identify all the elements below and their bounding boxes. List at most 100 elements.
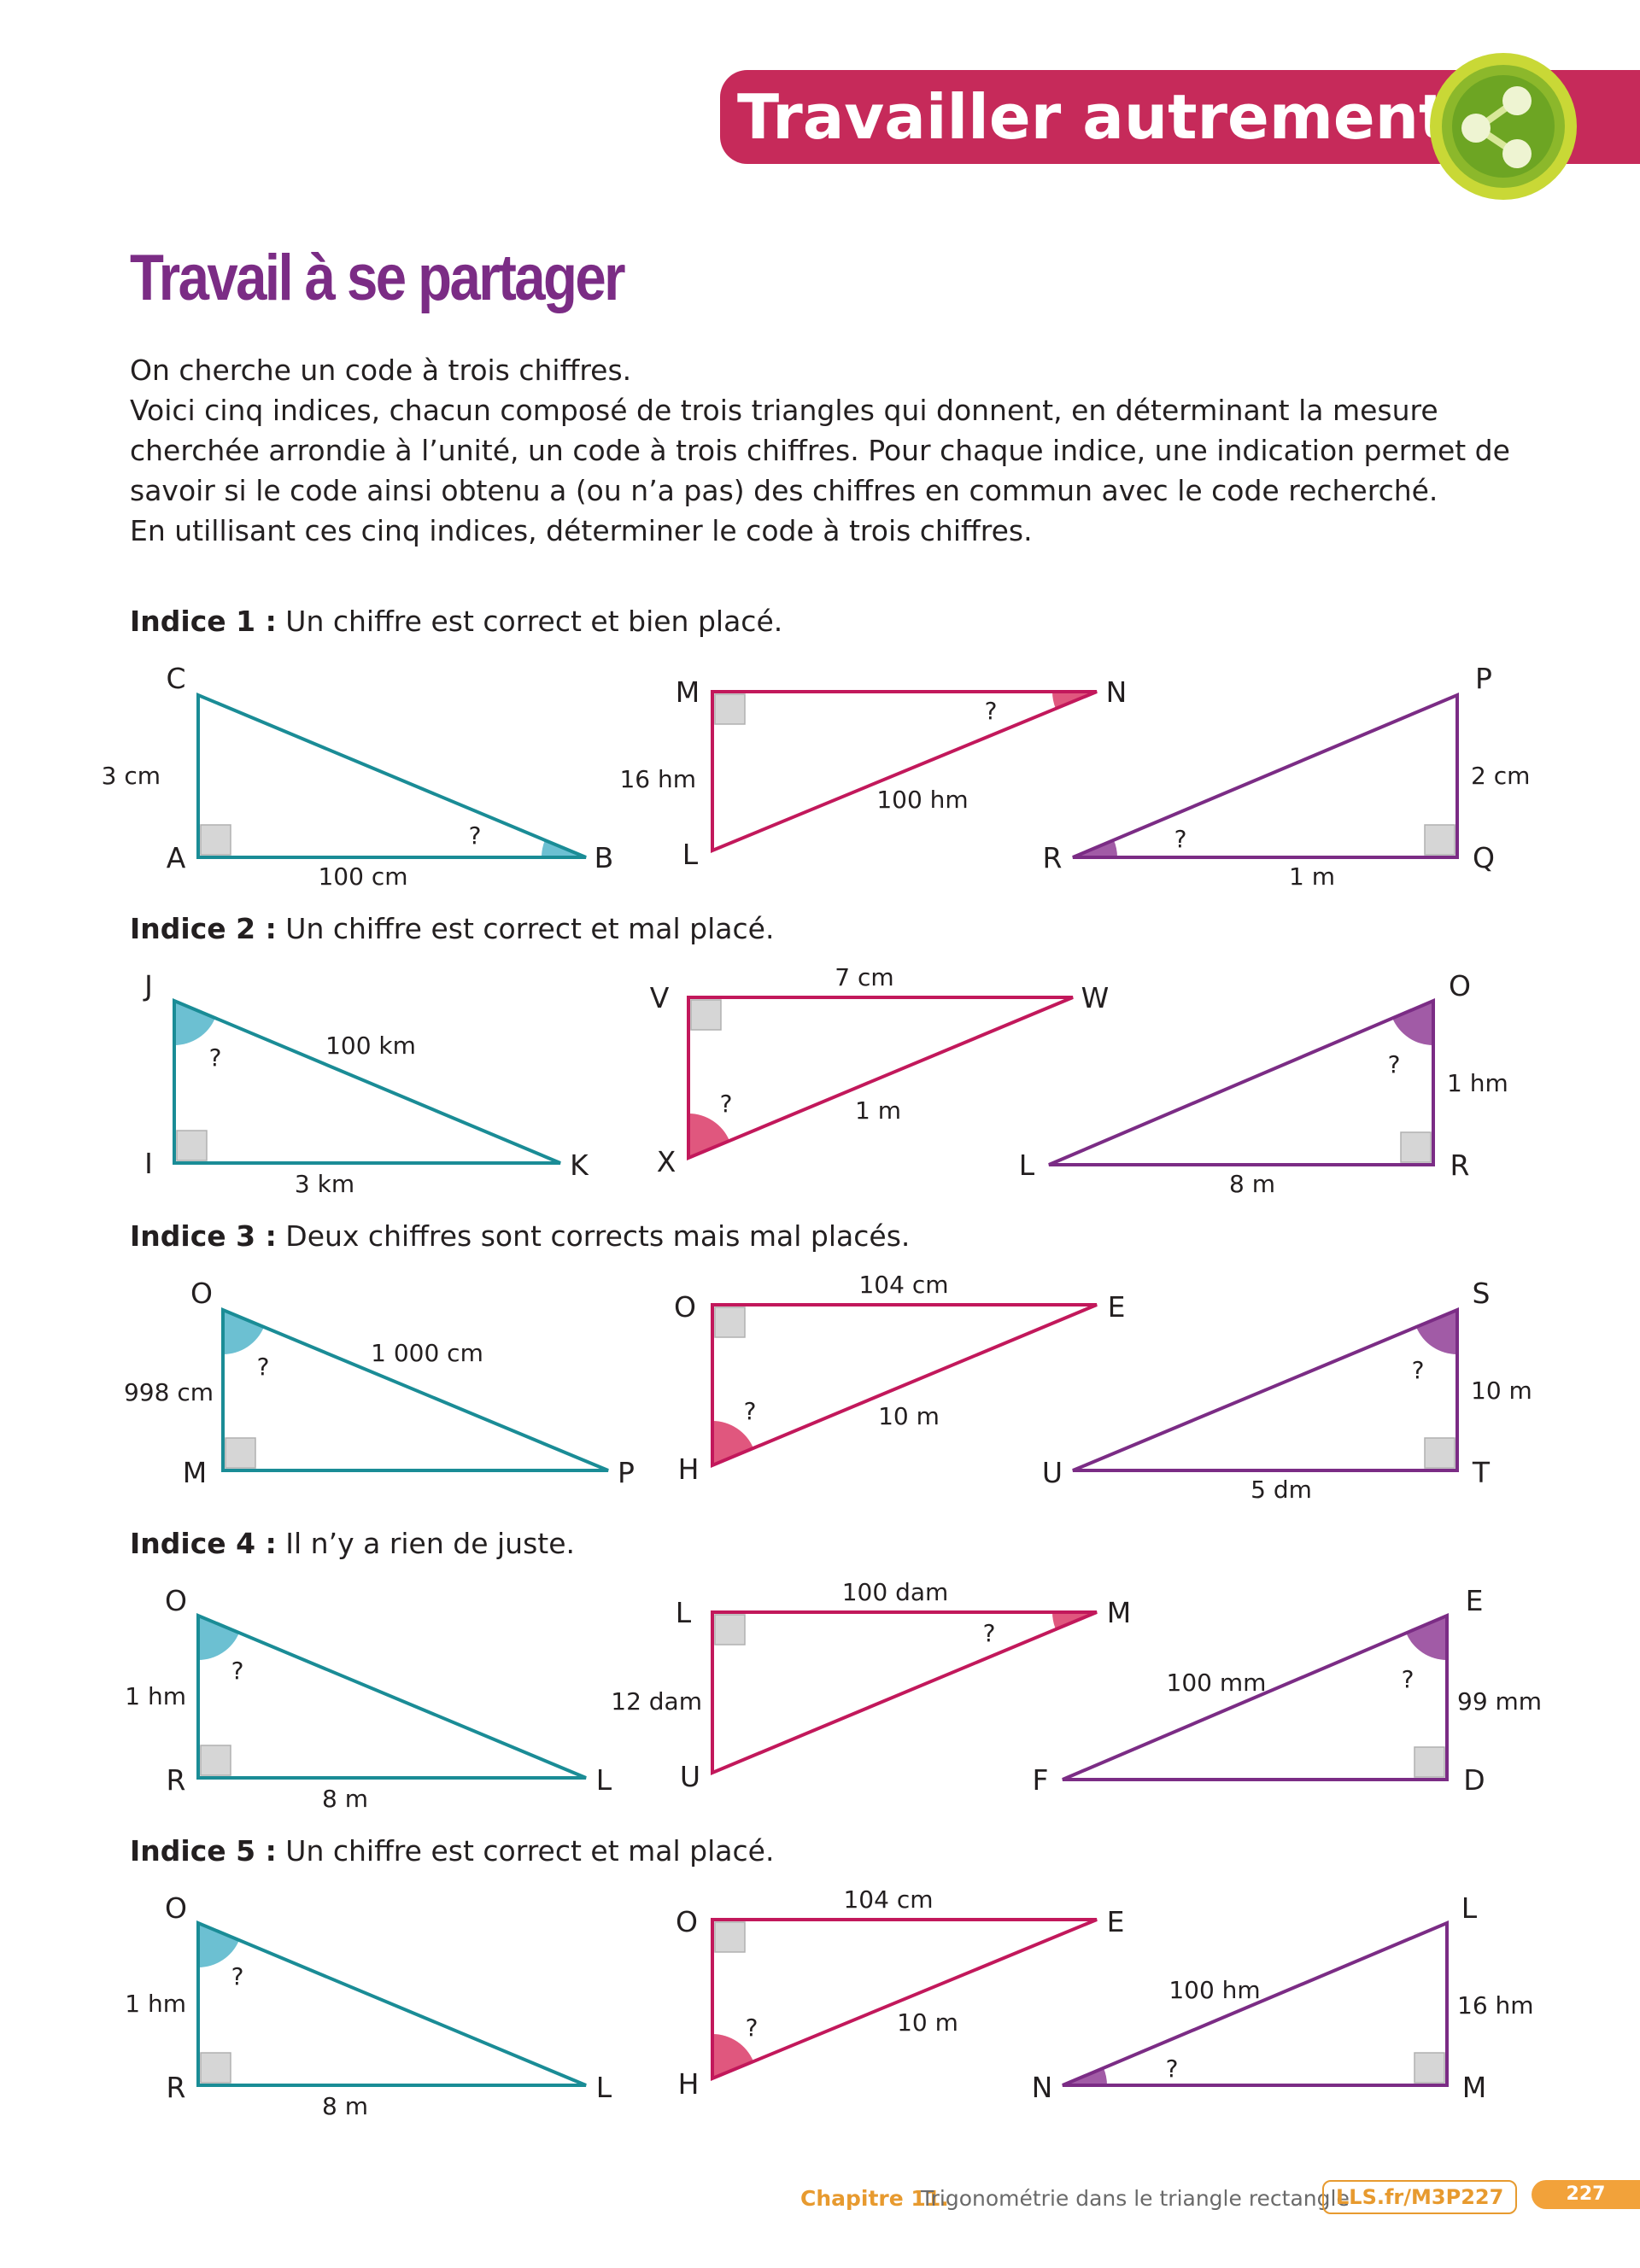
clue-5-triangle-2-measure-label: 104 cm [843, 1885, 933, 1914]
clue-5-triangle-1-unknown-angle: ? [231, 1962, 244, 1990]
clue-4-triangle-1-measure-label: 1 hm [125, 1682, 186, 1710]
clue-3-triangle-2-right-angle-marker [714, 1306, 746, 1338]
clue-4-triangle-1-outline [196, 1612, 587, 1780]
clue-5-triangle-2-angle-marker [712, 2034, 754, 2078]
clue-3-triangle-1-angle-marker [223, 1310, 264, 1354]
clue-2-triangle-1-angle-marker [174, 1001, 215, 1045]
clue-1-triangle-3-vertex-label: R [1043, 841, 1063, 874]
banner-title: Travailler autrement [737, 81, 1449, 153]
clue-5-triangle-1-vertex-label: R [167, 2071, 186, 2104]
clue-4-triangle-2-vertex-label: L [676, 1596, 692, 1629]
clue-2-triangle-2-vertex-label: X [657, 1145, 676, 1178]
page-number: 227 [1532, 2180, 1640, 2209]
clue-3-triangle-3-angle-marker [1416, 1310, 1457, 1354]
clue-2-triangle-1-vertex-label: K [570, 1149, 589, 1182]
clue-2-triangle-1-outline [173, 997, 561, 1165]
clue-1-triangle-3-right-angle-marker [1424, 824, 1456, 856]
clue-4-triangle-3-vertex-label: D [1463, 1763, 1485, 1797]
clue-1-triangle-3-measure-label: 1 m [1289, 862, 1335, 891]
clue-5-triangle-3-outline [1062, 1920, 1449, 2087]
clue-3-triangle-1-vertex-label: P [618, 1456, 635, 1489]
clue-2-triangle-1-right-angle-marker [176, 1130, 208, 1161]
clue-2-triangle-1-measure-label: 3 km [295, 1170, 354, 1198]
clue-3-triangle-1-measure-label: 1 000 cm [371, 1339, 483, 1367]
clue-3-label: Indice 3 : [130, 1219, 277, 1253]
clue-4-triangle-3-unknown-angle: ? [1402, 1665, 1414, 1693]
clue-2-triangle-2-measure-label: 1 m [855, 1096, 901, 1125]
clue-1-triangle-3-unknown-angle: ? [1174, 825, 1187, 853]
clue-2-triangle-2-right-angle-marker [690, 999, 722, 1031]
clue-2-triangle-3-measure-label: 1 hm [1447, 1069, 1508, 1097]
clue-3-triangle-2-unknown-angle: ? [744, 1397, 757, 1425]
clue-5-triangle-3-measure-label: 100 hm [1168, 1976, 1260, 2004]
clue-3-triangle-2-measure-label: 10 m [878, 1402, 940, 1430]
clue-4-triangle-2-measure-label: 100 dam [842, 1578, 949, 1606]
clue-3-triangle-3-vertex-label: S [1473, 1277, 1491, 1310]
clue-5-triangle-1-outline [196, 1920, 587, 2087]
clue-3-triangle-3-vertex-label: U [1042, 1456, 1063, 1489]
clue-4-triangle-3-measure-label: 100 mm [1167, 1669, 1267, 1697]
clue-5-triangle-1-vertex-label: O [165, 1891, 187, 1925]
clue-4-label: Indice 4 : [130, 1527, 277, 1560]
clue-3-triangle-1-vertex-label: O [190, 1277, 213, 1310]
clue-1-triangle-3-vertex-label: Q [1473, 841, 1495, 874]
clue-4-text: Il n’y a rien de juste. [276, 1527, 576, 1560]
section-title: Travail à se partager [130, 242, 626, 314]
clue-2-triangle-1-unknown-angle: ? [209, 1043, 222, 1072]
footer-link[interactable]: LLS.fr/M3P227 [1322, 2180, 1518, 2214]
clue-3-triangle-1-right-angle-marker [225, 1437, 256, 1469]
clue-2-triangle-3-measure-label: 8 m [1229, 1170, 1275, 1198]
clue-2-triangle-3-angle-marker [1392, 1001, 1433, 1045]
clue-5-triangle-3-right-angle-marker [1414, 2052, 1445, 2084]
intro-line-3: En utillisant ces cinq indices, détermin… [130, 514, 1033, 547]
intro-line-2: Voici cinq indices, chacun composé de tr… [130, 394, 1510, 507]
clue-1-triangle-2-measure-label: 100 hm [876, 786, 968, 814]
clue-3-triangle-2-vertex-label: E [1108, 1290, 1126, 1324]
clue-5-triangle-1-measure-label: 8 m [322, 2092, 368, 2120]
intro-text: On cherche un code à trois chiffres. Voi… [130, 350, 1548, 551]
clue-2-triangle-3-vertex-label: R [1450, 1149, 1470, 1182]
molecule-logo-icon [1430, 53, 1577, 200]
footer-chapter-title: Trigonométrie dans le triangle rectangle [921, 2186, 1350, 2211]
clue-1-heading: Indice 1 : Un chiffre est correct et bie… [130, 605, 782, 639]
clue-4-triangle-2-measure-label: 12 dam [611, 1687, 702, 1716]
clue-1-triangle-1-right-angle-marker [200, 824, 231, 856]
clue-4-triangle-1-angle-marker [198, 1616, 239, 1660]
clue-2-triangle-2-unknown-angle: ? [720, 1090, 733, 1118]
clue-5-triangle-1-angle-marker [198, 1923, 239, 1967]
clue-5-triangle-1-measure-label: 1 hm [125, 1990, 186, 2018]
clue-1-label: Indice 1 : [130, 605, 277, 638]
clue-2-triangle-2-outline [687, 996, 1074, 1161]
clue-4-triangle-2-outline [711, 1610, 1098, 1776]
clue-1-triangle-2-measure-label: 16 hm [619, 765, 696, 793]
clue-4-triangle-3-vertex-label: F [1033, 1763, 1049, 1797]
clue-3-triangle-3-measure-label: 5 dm [1250, 1476, 1312, 1504]
clue-1-triangle-2-vertex-label: M [676, 675, 700, 709]
clue-2-triangle-3-outline [1048, 997, 1435, 1166]
clue-2-triangle-2-vertex-label: W [1081, 981, 1110, 1014]
clue-2-label: Indice 2 : [130, 912, 277, 945]
clue-5-label: Indice 5 : [130, 1834, 277, 1868]
clue-4-triangle-2-unknown-angle: ? [983, 1619, 996, 1647]
clue-4-triangle-2-vertex-label: U [680, 1760, 700, 1793]
clue-2-triangle-1-measure-label: 100 km [325, 1032, 416, 1060]
clue-4-triangle-1-measure-label: 8 m [322, 1785, 368, 1813]
clue-1-triangle-1-unknown-angle: ? [469, 821, 482, 850]
clue-1-triangle-3-measure-label: 2 cm [1471, 762, 1530, 790]
clue-1-triangle-3-outline [1072, 692, 1459, 859]
clue-5-triangle-2-measure-label: 10 m [897, 2008, 958, 2037]
clue-4-triangle-1-right-angle-marker [200, 1745, 231, 1776]
clue-3-text: Deux chiffres sont corrects mais mal pla… [276, 1219, 911, 1253]
clue-4-triangle-2-vertex-label: M [1107, 1596, 1131, 1629]
clue-3-triangle-1-vertex-label: M [183, 1456, 207, 1489]
clue-4-heading: Indice 4 : Il n’y a rien de juste. [130, 1527, 575, 1561]
clue-2-triangle-3-vertex-label: O [1449, 969, 1471, 1002]
clue-3-triangle-3-unknown-angle: ? [1412, 1356, 1425, 1384]
clue-1-triangle-1-vertex-label: B [594, 841, 614, 874]
clue-1-triangle-2-unknown-angle: ? [985, 697, 998, 725]
clue-1-triangle-3-vertex-label: P [1475, 662, 1492, 695]
clue-5-triangle-2-vertex-label: E [1107, 1905, 1125, 1938]
clue-3-triangle-3-right-angle-marker [1424, 1437, 1456, 1469]
clue-3-triangle-2-angle-marker [712, 1421, 753, 1465]
